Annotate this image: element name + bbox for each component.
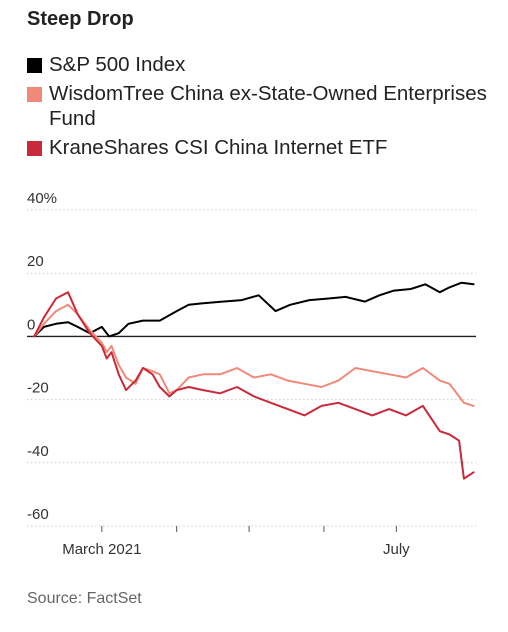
chart-source: Source: FactSet	[27, 590, 142, 607]
legend-swatch-kraneshares	[27, 141, 42, 156]
y-tick-label: 20	[27, 253, 44, 270]
legend-item-wisdomtree: WisdomTree China ex-State-Owned Enterpri…	[27, 81, 497, 131]
y-axis-labels: 40% 20 0 -20 -40 -60	[27, 190, 57, 523]
y-tick-label: -60	[27, 506, 49, 523]
series-lines	[33, 281, 475, 480]
legend-label-sp500: S&P 500 Index	[49, 53, 186, 76]
series-line-wisdomtree	[33, 303, 475, 407]
series-line-sp500	[33, 281, 475, 338]
legend-swatch-wisdomtree	[27, 87, 42, 102]
x-tick-label: March 2021	[62, 541, 141, 558]
x-tick-label: July	[383, 541, 410, 558]
grid-lines	[27, 209, 476, 527]
legend-label-wisdomtree: WisdomTree China ex-State-Owned Enterpri…	[49, 82, 487, 130]
legend-item-kraneshares: KraneShares CSI China Internet ETF	[27, 135, 497, 160]
chart-title: Steep Drop	[27, 8, 134, 30]
legend-swatch-sp500	[27, 58, 42, 73]
line-chart: 40% 20 0 -20 -40 -60 March 2021 July	[27, 190, 476, 558]
legend-item-sp500: S&P 500 Index	[27, 52, 497, 77]
x-axis: March 2021 July	[62, 526, 410, 558]
y-tick-label: -20	[27, 380, 49, 397]
y-tick-label: -40	[27, 443, 49, 460]
legend-label-kraneshares: KraneShares CSI China Internet ETF	[49, 136, 388, 159]
y-tick-label: 40%	[27, 190, 57, 207]
series-line-kraneshares	[33, 291, 475, 480]
y-tick-label: 0	[27, 316, 35, 333]
chart-legend: S&P 500 Index WisdomTree China ex-State-…	[27, 52, 497, 164]
